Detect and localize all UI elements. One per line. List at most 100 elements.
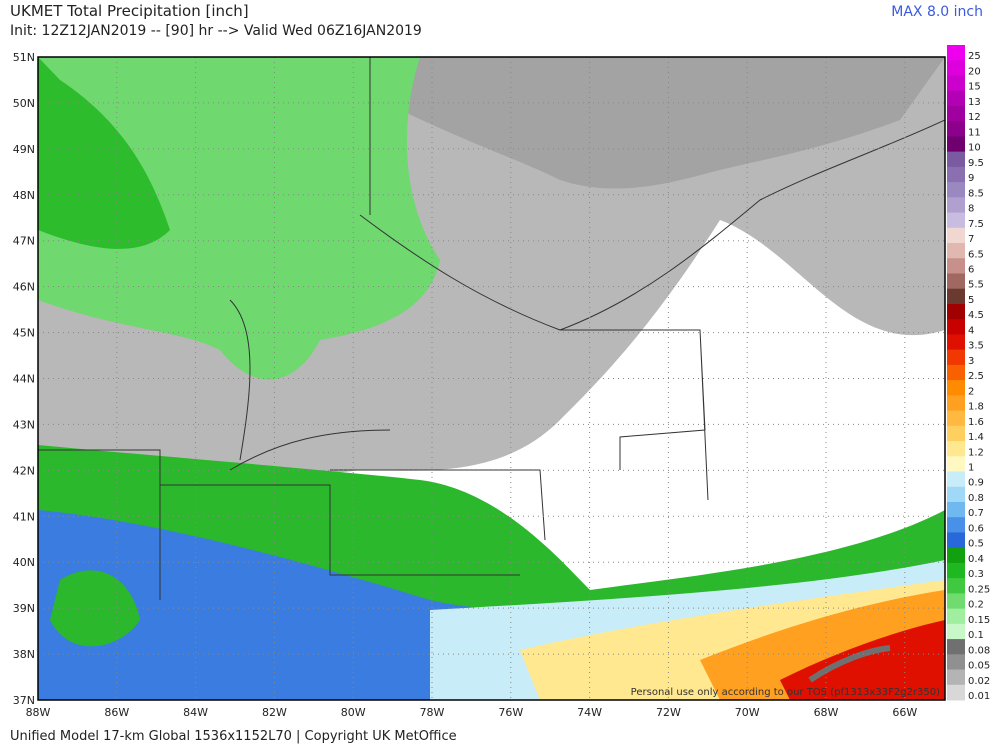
colorbar-cell — [947, 303, 965, 320]
lon-label: 72W — [656, 706, 681, 719]
colorbar-label: 0.9 — [968, 478, 984, 489]
footer: Unified Model 17-km Global 1536x1152L70 … — [10, 729, 457, 744]
lon-label: 84W — [183, 706, 208, 719]
lat-label: 46N — [13, 281, 35, 294]
colorbar-label: 3 — [968, 356, 974, 367]
colorbar-label: 0.2 — [968, 600, 984, 611]
colorbar-label: 2.5 — [968, 371, 984, 382]
colorbar-label: 8 — [968, 204, 974, 215]
colorbar-label: 0.7 — [968, 508, 984, 519]
colorbar-label: 1.6 — [968, 417, 984, 428]
lat-label: 48N — [13, 189, 35, 202]
lon-label: 82W — [262, 706, 287, 719]
colorbar-cell — [947, 60, 965, 76]
lat-label: 45N — [13, 327, 35, 340]
colorbar-label: 0.05 — [968, 661, 990, 672]
colorbar-cell — [947, 441, 965, 457]
colorbar-cell — [947, 45, 965, 61]
lon-label: 66W — [892, 706, 917, 719]
colorbar-label: 0.4 — [968, 554, 984, 565]
colorbar-cell — [947, 334, 965, 351]
colorbar-label: 20 — [968, 66, 981, 77]
lon-label: 68W — [814, 706, 839, 719]
max-label: MAX 8.0 inch — [891, 4, 983, 20]
lon-label: 70W — [735, 706, 760, 719]
colorbar-cell — [947, 136, 965, 153]
colorbar-cell — [947, 75, 965, 92]
colorbar-label: 0.5 — [968, 539, 984, 550]
colorbar-cell — [947, 425, 965, 442]
colorbar-cell — [947, 273, 965, 290]
colorbar-cell — [947, 471, 965, 488]
colorbar-cell — [947, 517, 965, 533]
colorbar-cell — [947, 654, 965, 671]
colorbar-label: 3.5 — [968, 341, 984, 352]
lat-label: 42N — [13, 464, 35, 477]
colorbar-label: 0.02 — [968, 676, 990, 687]
colorbar-label: 1.8 — [968, 402, 984, 413]
colorbar-cell — [947, 380, 965, 396]
map: Personal use only according to our TOS (… — [38, 57, 945, 700]
colorbar-label: 1.2 — [968, 447, 984, 458]
colorbar-cell — [947, 90, 965, 107]
colorbar-label: 0.6 — [968, 523, 984, 534]
colorbar-cell — [947, 197, 965, 214]
colorbar-cell — [947, 669, 965, 686]
lat-label: 40N — [13, 556, 35, 569]
colorbar-label: 8.5 — [968, 188, 984, 199]
colorbar-label: 0.15 — [968, 615, 990, 626]
colorbar-cell — [947, 623, 965, 640]
colorbar-label: 2 — [968, 386, 974, 397]
colorbar-label: 4 — [968, 325, 974, 336]
colorbar-cell — [947, 410, 965, 427]
colorbar-label: 0.25 — [968, 584, 990, 595]
lat-label: 51N — [13, 51, 35, 64]
colorbar-label: 0.1 — [968, 630, 984, 641]
colorbar-label: 13 — [968, 97, 981, 108]
lon-label: 80W — [341, 706, 366, 719]
colorbar-cell — [947, 639, 965, 655]
colorbar-cell — [947, 151, 965, 168]
colorbar-label: 0.08 — [968, 645, 990, 656]
colorbar-cell — [947, 578, 965, 594]
lon-label: 74W — [577, 706, 602, 719]
lon-label: 76W — [498, 706, 523, 719]
colorbar-cell — [947, 364, 965, 381]
subtitle: Init: 12Z12JAN2019 -- [90] hr --> Valid … — [10, 23, 422, 39]
colorbar-cell — [947, 532, 965, 549]
colorbar-label: 9 — [968, 173, 974, 184]
colorbar-cell — [947, 243, 965, 259]
colorbar-label: 4.5 — [968, 310, 984, 321]
lat-label: 44N — [13, 373, 35, 386]
colorbar-label: 7 — [968, 234, 974, 245]
colorbar-cell — [947, 684, 965, 701]
colorbar-label: 15 — [968, 82, 981, 93]
colorbar-cell — [947, 227, 965, 244]
lat-label: 50N — [13, 97, 35, 110]
colorbar-cell — [947, 212, 965, 229]
colorbar-cell — [947, 258, 965, 274]
colorbar-cell — [947, 182, 965, 198]
lon-label: 86W — [104, 706, 129, 719]
watermark: Personal use only according to our TOS (… — [631, 687, 940, 698]
colorbar-label: 5.5 — [968, 280, 984, 291]
colorbar-cell — [947, 319, 965, 335]
colorbar-cell — [947, 288, 965, 305]
lat-label: 41N — [13, 510, 35, 523]
colorbar-cell — [947, 121, 965, 137]
lat-label: 37N — [13, 694, 35, 707]
lat-label: 38N — [13, 648, 35, 661]
map-frame — [37, 56, 946, 701]
lon-label: 88W — [26, 706, 51, 719]
colorbar-label: 1 — [968, 463, 974, 474]
lat-label: 39N — [13, 602, 35, 615]
colorbar-label: 12 — [968, 112, 981, 123]
colorbar-label: 0.3 — [968, 569, 984, 580]
colorbar-label: 7.5 — [968, 219, 984, 230]
lat-label: 43N — [13, 418, 35, 431]
colorbar-label: 9.5 — [968, 158, 984, 169]
colorbar-cell — [947, 456, 965, 473]
colorbar-cell — [947, 547, 965, 564]
colorbar-label: 0.8 — [968, 493, 984, 504]
